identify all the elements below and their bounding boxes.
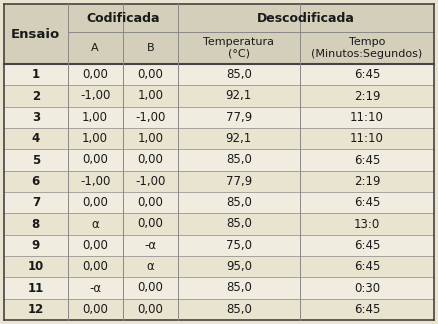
Text: -1,00: -1,00 xyxy=(80,175,110,188)
Text: 77,9: 77,9 xyxy=(226,111,252,124)
Text: 6:45: 6:45 xyxy=(354,154,380,167)
Text: -1,00: -1,00 xyxy=(80,89,110,102)
Text: 2:19: 2:19 xyxy=(353,175,380,188)
Text: -1,00: -1,00 xyxy=(135,175,166,188)
Text: B: B xyxy=(146,43,154,53)
Text: 1,00: 1,00 xyxy=(82,111,108,124)
Text: Tempo
(Minutos:Segundos): Tempo (Minutos:Segundos) xyxy=(311,37,423,59)
Text: 11:10: 11:10 xyxy=(350,132,384,145)
Text: 0,00: 0,00 xyxy=(82,260,108,273)
Text: 0,00: 0,00 xyxy=(82,154,108,167)
Text: 0,00: 0,00 xyxy=(137,303,163,316)
Text: 85,0: 85,0 xyxy=(226,68,252,81)
Bar xyxy=(4,128,434,149)
Bar xyxy=(4,107,434,128)
Text: 2: 2 xyxy=(32,89,40,102)
Text: 1,00: 1,00 xyxy=(137,89,163,102)
Text: 0,00: 0,00 xyxy=(137,68,163,81)
Text: 75,0: 75,0 xyxy=(226,239,252,252)
Text: 6:45: 6:45 xyxy=(354,239,380,252)
Text: 92,1: 92,1 xyxy=(226,89,252,102)
Text: 85,0: 85,0 xyxy=(226,282,252,295)
Text: 13:0: 13:0 xyxy=(354,217,380,230)
Text: Codificada: Codificada xyxy=(86,11,159,25)
Text: 0,00: 0,00 xyxy=(82,239,108,252)
Text: 6:45: 6:45 xyxy=(354,68,380,81)
Text: 2:19: 2:19 xyxy=(353,89,380,102)
Text: 9: 9 xyxy=(32,239,40,252)
Text: 85,0: 85,0 xyxy=(226,217,252,230)
Text: 4: 4 xyxy=(32,132,40,145)
Bar xyxy=(4,213,434,235)
Text: 6:45: 6:45 xyxy=(354,196,380,209)
Text: 0,00: 0,00 xyxy=(82,68,108,81)
Text: 12: 12 xyxy=(28,303,44,316)
Bar xyxy=(4,235,434,256)
Text: 6:45: 6:45 xyxy=(354,303,380,316)
Bar xyxy=(4,149,434,171)
Text: α: α xyxy=(146,260,154,273)
Text: 85,0: 85,0 xyxy=(226,303,252,316)
Text: 3: 3 xyxy=(32,111,40,124)
Text: 0:30: 0:30 xyxy=(354,282,380,295)
Text: A: A xyxy=(92,43,99,53)
Text: 5: 5 xyxy=(32,154,40,167)
Bar xyxy=(4,299,434,320)
Text: Temperatura
(°C): Temperatura (°C) xyxy=(203,37,274,59)
Bar xyxy=(4,256,434,277)
Bar xyxy=(4,64,434,85)
Text: -1,00: -1,00 xyxy=(135,111,166,124)
Text: 0,00: 0,00 xyxy=(82,196,108,209)
Text: 85,0: 85,0 xyxy=(226,154,252,167)
Text: 1: 1 xyxy=(32,68,40,81)
Bar xyxy=(4,171,434,192)
Text: 11: 11 xyxy=(28,282,44,295)
Text: -α: -α xyxy=(89,282,101,295)
Text: 6: 6 xyxy=(32,175,40,188)
Text: 1,00: 1,00 xyxy=(137,132,163,145)
Bar xyxy=(4,85,434,107)
Text: 0,00: 0,00 xyxy=(137,154,163,167)
Text: 0,00: 0,00 xyxy=(137,217,163,230)
Text: -α: -α xyxy=(144,239,156,252)
Text: 6:45: 6:45 xyxy=(354,260,380,273)
Text: Ensaio: Ensaio xyxy=(11,28,60,40)
Text: 10: 10 xyxy=(28,260,44,273)
Bar xyxy=(4,4,434,64)
Text: 0,00: 0,00 xyxy=(137,282,163,295)
Text: α: α xyxy=(91,217,99,230)
Text: 92,1: 92,1 xyxy=(226,132,252,145)
Text: 8: 8 xyxy=(32,217,40,230)
Text: 1,00: 1,00 xyxy=(82,132,108,145)
Text: 11:10: 11:10 xyxy=(350,111,384,124)
Text: 95,0: 95,0 xyxy=(226,260,252,273)
Text: 0,00: 0,00 xyxy=(82,303,108,316)
Bar xyxy=(4,277,434,299)
Text: 0,00: 0,00 xyxy=(137,196,163,209)
Text: 85,0: 85,0 xyxy=(226,196,252,209)
Text: 7: 7 xyxy=(32,196,40,209)
Text: 77,9: 77,9 xyxy=(226,175,252,188)
Bar xyxy=(4,192,434,213)
Text: Descodificada: Descodificada xyxy=(257,11,355,25)
